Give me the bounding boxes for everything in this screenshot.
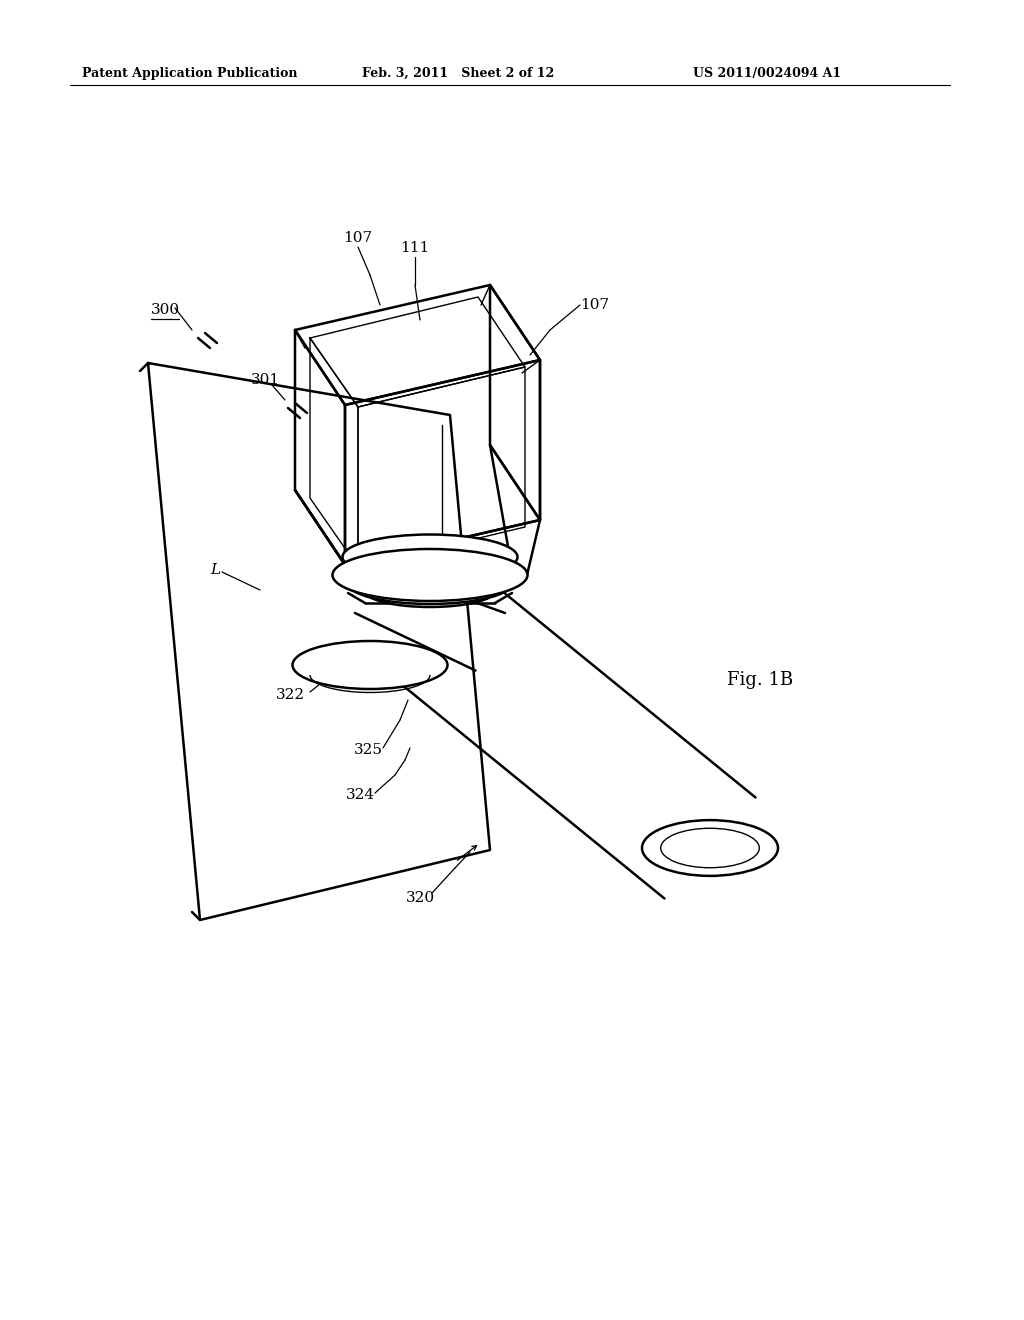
Text: 300: 300 [151,304,179,317]
Ellipse shape [347,562,512,605]
Text: L: L [210,564,220,577]
Ellipse shape [293,642,447,689]
Ellipse shape [642,820,778,876]
Text: 325: 325 [353,743,383,756]
Ellipse shape [333,549,527,601]
Text: 301: 301 [251,374,280,387]
Text: Fig. 1B: Fig. 1B [727,671,794,689]
Text: 322: 322 [275,688,304,702]
Text: Patent Application Publication: Patent Application Publication [82,66,298,79]
Text: 324: 324 [345,788,375,803]
Text: 107: 107 [581,298,609,312]
Text: 320: 320 [406,891,434,906]
Ellipse shape [660,828,760,867]
Text: 107: 107 [343,231,373,246]
Ellipse shape [365,576,495,607]
Ellipse shape [342,535,517,579]
Text: Feb. 3, 2011   Sheet 2 of 12: Feb. 3, 2011 Sheet 2 of 12 [362,66,554,79]
Text: 111: 111 [400,242,430,255]
Text: US 2011/0024094 A1: US 2011/0024094 A1 [693,66,841,79]
